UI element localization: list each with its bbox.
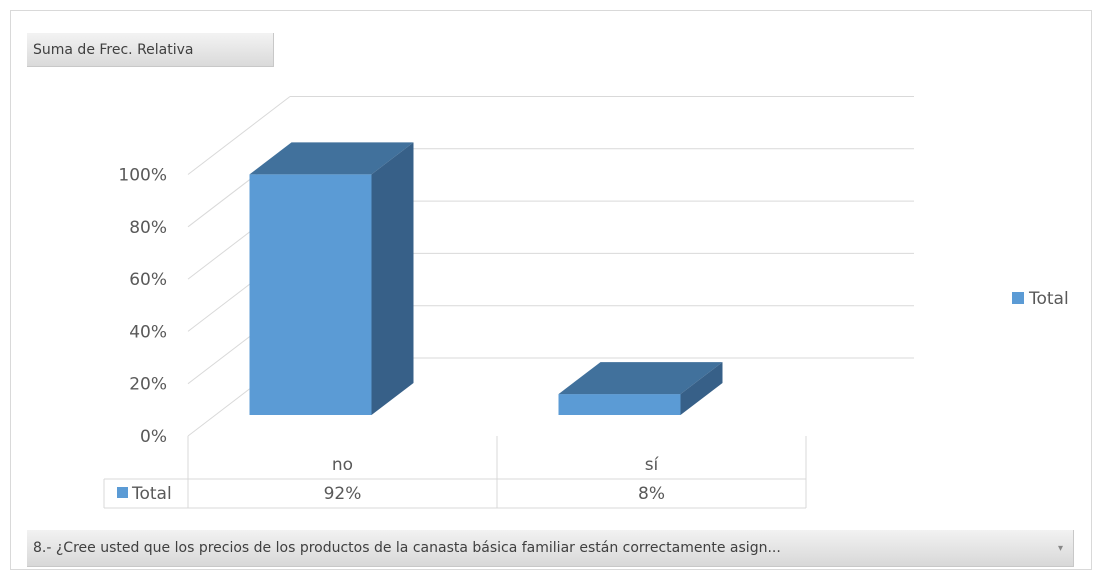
dropdown-icon[interactable]: ▾ (1057, 543, 1063, 554)
bar-side (680, 362, 723, 415)
x-category-label: no (332, 455, 353, 475)
legend-swatch (1012, 292, 1024, 304)
axis-field-button[interactable]: 8.- ¿Cree usted que los precios de los p… (27, 530, 1074, 567)
y-tick-label: 100% (118, 166, 167, 186)
bar (249, 174, 372, 415)
table-series-label: Total (131, 484, 172, 504)
bar-top (558, 362, 723, 395)
chart-area (10, 10, 1092, 570)
y-tick-label: 40% (129, 322, 167, 342)
x-category-label: sí (645, 455, 660, 475)
side-gridline (187, 96, 291, 175)
y-tick-label: 20% (129, 375, 167, 395)
bar-top (249, 142, 414, 175)
data-table-value: 8% (638, 484, 665, 504)
y-tick-label: 60% (129, 270, 167, 290)
value-field-button[interactable]: Suma de Frec. Relativa (27, 33, 274, 67)
legend-label: Total (1028, 289, 1069, 309)
data-table-value: 92% (324, 484, 362, 504)
bar (558, 394, 681, 415)
y-tick-label: 0% (140, 427, 167, 447)
table-legend-swatch (117, 487, 128, 498)
axis-field-label: 8.- ¿Cree usted que los precios de los p… (33, 540, 781, 556)
bar-side (371, 142, 414, 416)
y-tick-label: 80% (129, 218, 167, 238)
